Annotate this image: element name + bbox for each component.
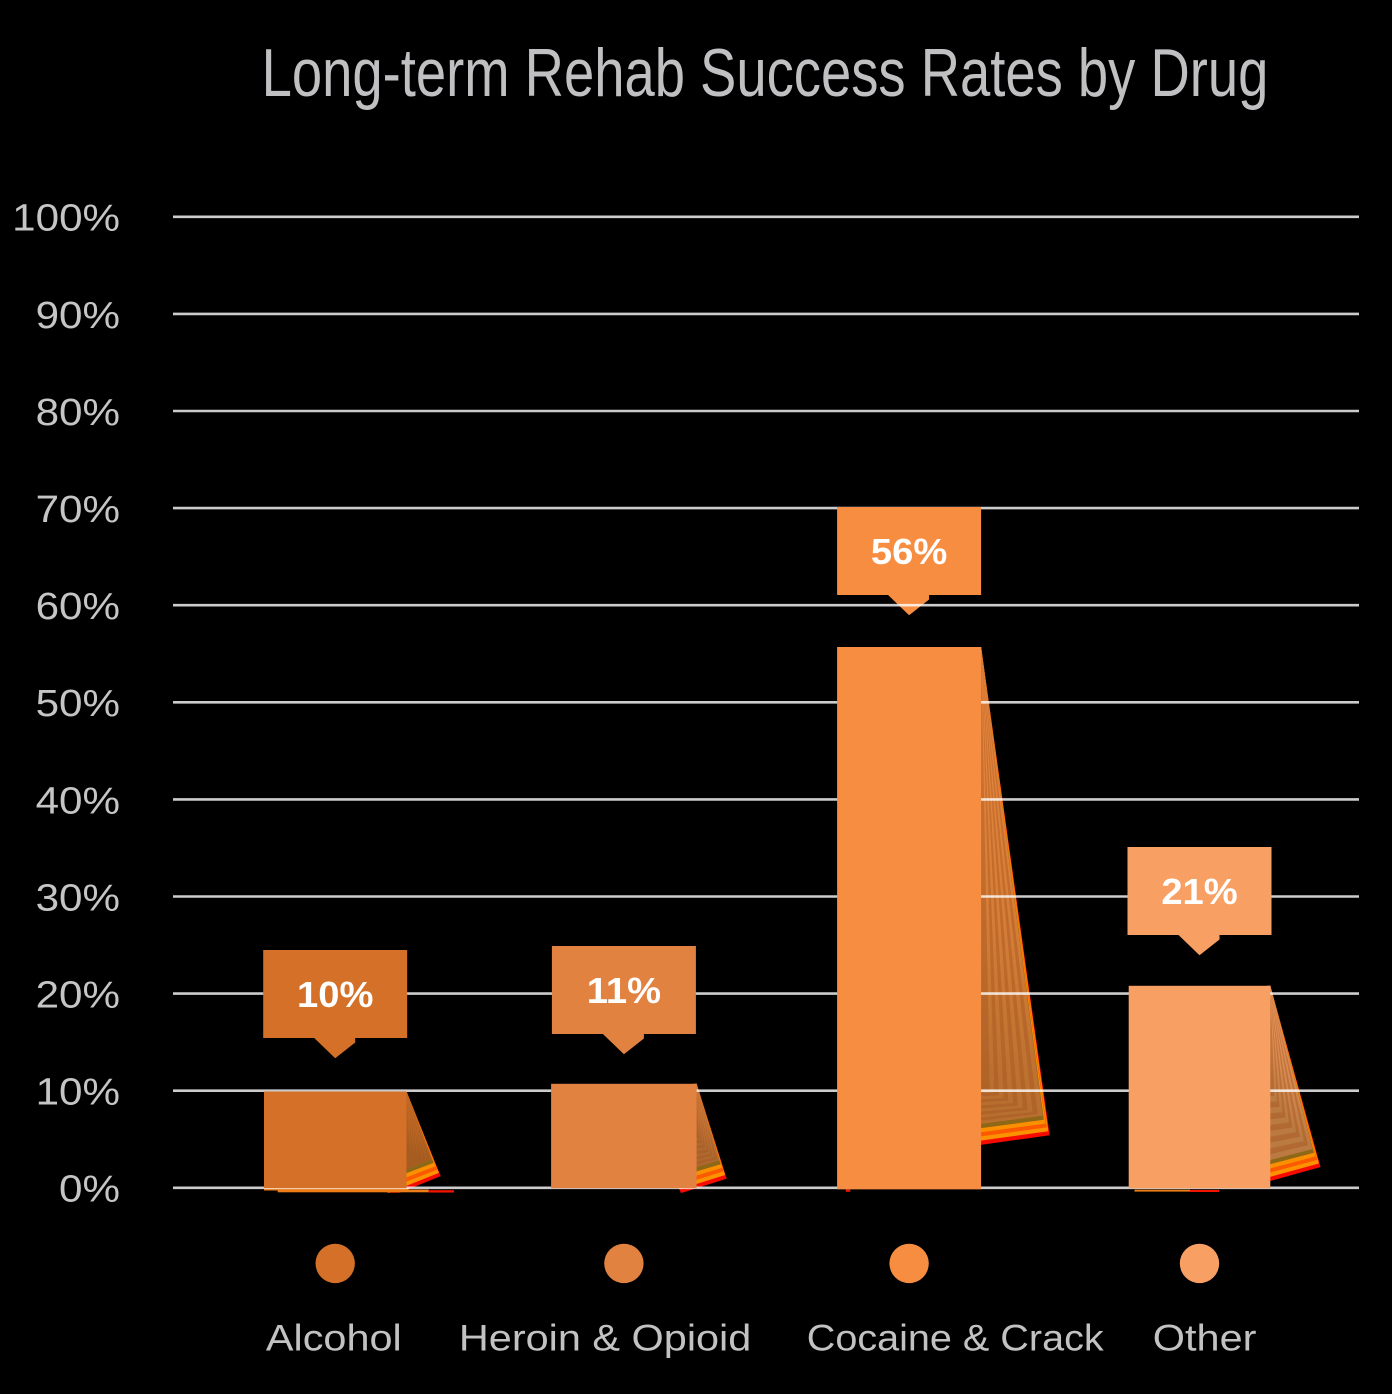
svg-text:11%: 11% — [587, 970, 661, 1011]
svg-text:Long-term Rehab Success Rates: Long-term Rehab Success Rates by Drug — [262, 35, 1269, 111]
svg-text:100%: 100% — [12, 197, 120, 240]
svg-text:10%: 10% — [297, 974, 373, 1015]
svg-text:40%: 40% — [36, 779, 120, 822]
svg-text:70%: 70% — [36, 488, 120, 531]
svg-text:10%: 10% — [36, 1071, 120, 1114]
svg-text:30%: 30% — [36, 876, 120, 919]
svg-text:80%: 80% — [36, 391, 120, 434]
svg-text:56%: 56% — [871, 531, 947, 572]
svg-text:Alcohol: Alcohol — [266, 1317, 402, 1358]
svg-text:60%: 60% — [36, 585, 120, 628]
svg-text:Other: Other — [1153, 1317, 1257, 1358]
svg-text:Heroin & Opioid: Heroin & Opioid — [459, 1317, 751, 1358]
svg-text:21%: 21% — [1161, 871, 1237, 912]
svg-text:90%: 90% — [36, 294, 120, 337]
svg-text:0%: 0% — [59, 1168, 120, 1211]
svg-text:50%: 50% — [36, 682, 120, 725]
svg-text:Cocaine & Crack: Cocaine & Crack — [807, 1317, 1105, 1359]
svg-text:20%: 20% — [36, 973, 120, 1016]
